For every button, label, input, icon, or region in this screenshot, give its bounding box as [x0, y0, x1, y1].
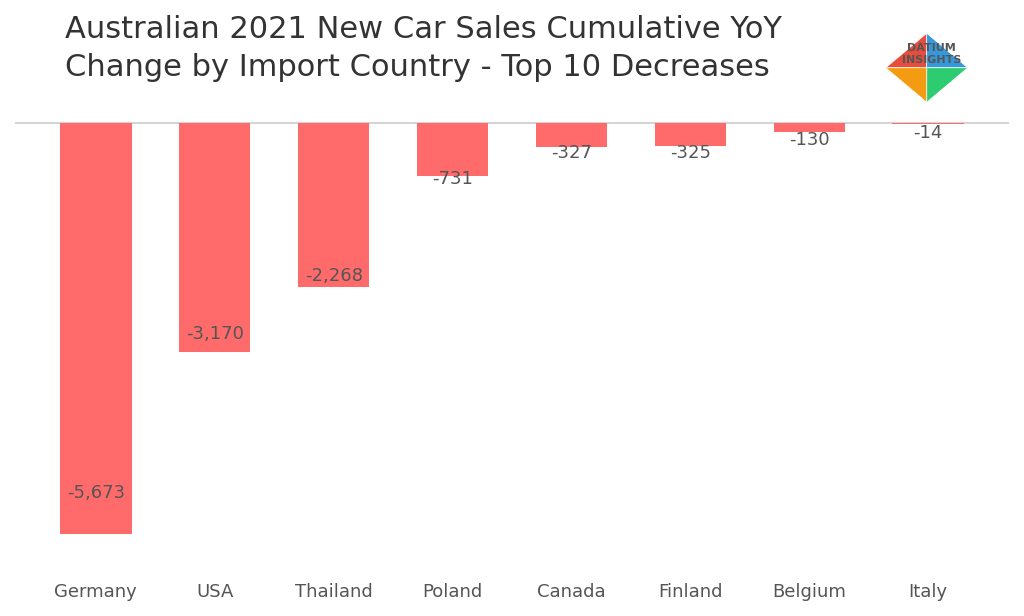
Text: DATIUM
INSIGHTS: DATIUM INSIGHTS [902, 43, 962, 65]
Text: -5,673: -5,673 [67, 484, 125, 503]
Polygon shape [886, 68, 927, 102]
Bar [417, 123, 488, 176]
Polygon shape [886, 33, 927, 68]
Polygon shape [927, 68, 968, 102]
Bar [773, 123, 845, 132]
Bar [654, 123, 726, 147]
Bar [60, 123, 131, 533]
Text: Australian 2021 New Car Sales Cumulative YoY
Change by Import Country - Top 10 D: Australian 2021 New Car Sales Cumulative… [65, 15, 781, 82]
Text: -3,170: -3,170 [185, 325, 244, 343]
Bar [536, 123, 607, 147]
Bar [298, 123, 370, 287]
Polygon shape [927, 33, 968, 68]
Text: -325: -325 [670, 144, 711, 161]
Text: -2,268: -2,268 [305, 267, 362, 285]
Bar [893, 123, 964, 124]
Text: -14: -14 [913, 124, 943, 142]
Text: -731: -731 [432, 169, 473, 187]
Text: -130: -130 [788, 131, 829, 149]
Text: -327: -327 [551, 144, 592, 162]
Bar [179, 123, 251, 352]
